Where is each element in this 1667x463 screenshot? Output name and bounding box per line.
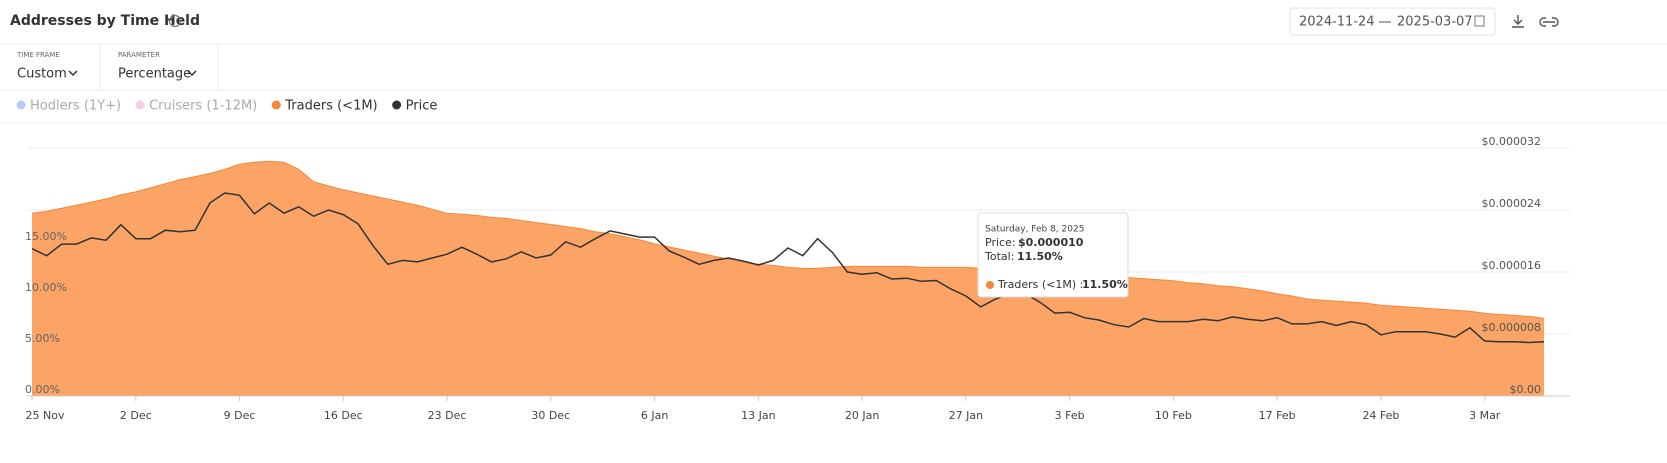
x-tick-label: 27 Jan xyxy=(949,409,983,422)
y-tick-label: 5.00% xyxy=(25,332,60,345)
y2-tick-label: $0.000024 xyxy=(1482,197,1542,210)
tooltip-date: Saturday, Feb 8, 2025 xyxy=(985,225,1084,235)
legend-swatch xyxy=(135,100,145,110)
x-tick-label: 17 Feb xyxy=(1259,409,1296,422)
title: Addresses by Time Held xyxy=(10,13,200,29)
control-label: PARAMETER xyxy=(118,51,160,59)
x-tick-label: 24 Feb xyxy=(1362,409,1399,422)
y2-tick-label: $0.000032 xyxy=(1482,135,1542,148)
tooltip-value: 11.50% xyxy=(1082,278,1128,291)
control-label: TIME FRAME xyxy=(16,51,60,59)
x-tick-label: 23 Dec xyxy=(428,409,467,422)
tooltip-value: $0.000010 xyxy=(1018,236,1084,249)
tooltip-label: Traders (<1M) : xyxy=(997,278,1083,291)
x-tick-label: 3 Mar xyxy=(1469,409,1501,422)
legend-label[interactable]: Hodlers (1Y+) xyxy=(30,99,121,114)
x-tick-label: 6 Jan xyxy=(641,409,668,422)
x-tick-label: 9 Dec xyxy=(224,409,256,422)
x-tick-label: 10 Feb xyxy=(1155,409,1192,422)
legend-swatch xyxy=(16,100,26,110)
legend-label[interactable]: Cruisers (1-12M) xyxy=(149,99,257,114)
legend: Hodlers (1Y+) Cruisers (1-12M) Traders (<1… xyxy=(16,99,438,114)
plot: 0.00% 5.00% 10.00% 15.00% $0.00 $0.000008 $0.0… xyxy=(25,135,1570,422)
legend-label[interactable]: Traders (<1M) xyxy=(284,99,377,114)
date-from[interactable]: 2024-11-24 xyxy=(1299,15,1375,30)
legend-swatch xyxy=(271,100,281,110)
date-range[interactable] xyxy=(1289,7,1496,36)
x-tick-label: 2 Dec xyxy=(120,409,152,422)
y2-tick-label: $0.000008 xyxy=(1482,321,1542,334)
tooltip-box xyxy=(977,212,1129,298)
legend-swatch xyxy=(392,100,402,110)
date-to[interactable]: 2025-03-07 xyxy=(1397,15,1473,30)
line xyxy=(31,192,1545,344)
y-tick-label: 10.00% xyxy=(25,281,67,294)
tooltip-swatch xyxy=(986,281,994,289)
x-tick-label: 16 Dec xyxy=(324,409,363,422)
tooltip-label: Price: xyxy=(985,236,1016,249)
link-icon[interactable] xyxy=(1539,17,1559,27)
help-icon[interactable] xyxy=(168,14,182,28)
x-tick-label: 13 Jan xyxy=(741,409,775,422)
y-tick-label: 0.00% xyxy=(25,383,60,396)
control-value[interactable]: Percentage xyxy=(118,67,191,82)
area-edge xyxy=(31,160,1545,319)
tooltip: Saturday, Feb 8, 2025 Price: $0.000010 T… xyxy=(977,212,1129,298)
x-tick-label: 20 Jan xyxy=(845,409,879,422)
legend-label[interactable]: Price xyxy=(406,99,438,114)
control-value[interactable]: Custom xyxy=(17,67,67,82)
tooltip-value: 11.50% xyxy=(1017,250,1063,263)
x-tick-label: 30 Dec xyxy=(531,409,570,422)
y2-tick-label: $0.00 xyxy=(1510,383,1542,396)
calendar-icon[interactable] xyxy=(1474,15,1485,27)
x-tick-label: 25 Nov xyxy=(26,409,65,422)
y-tick-label: 15.00% xyxy=(25,230,67,243)
download-icon[interactable] xyxy=(1512,15,1524,28)
chevron[interactable] xyxy=(187,70,197,77)
tooltip-label: Total: xyxy=(984,250,1014,263)
y2-tick-label: $0.000016 xyxy=(1482,259,1542,272)
area xyxy=(32,161,1544,396)
chevron[interactable] xyxy=(68,70,78,77)
x-tick-label: 3 Feb xyxy=(1055,409,1085,422)
